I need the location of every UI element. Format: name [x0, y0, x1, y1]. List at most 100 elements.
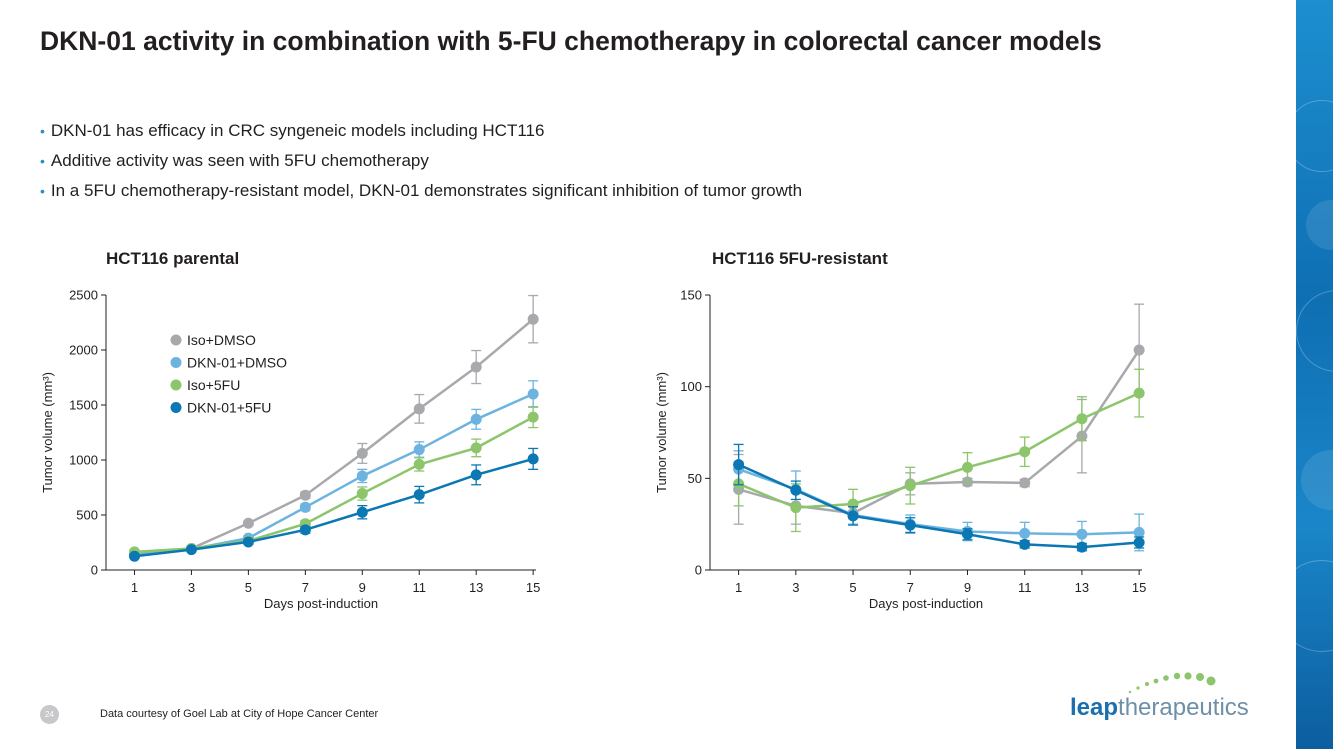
data-point — [413, 403, 425, 415]
y-tick-label: 100 — [680, 379, 702, 394]
series-line — [738, 391, 1140, 509]
y-tick-label: 0 — [695, 563, 702, 578]
y-tick-label: 150 — [680, 288, 702, 303]
data-point — [904, 480, 916, 492]
data-point — [413, 458, 425, 470]
bullet-text: DKN-01 has efficacy in CRC syngeneic mod… — [50, 121, 545, 140]
bullet-list: • DKN-01 has efficacy in CRC syngeneic mo… — [40, 116, 802, 206]
data-point — [1019, 527, 1031, 539]
strip-circle — [1306, 200, 1333, 250]
data-point — [128, 550, 140, 562]
data-point — [527, 313, 539, 325]
data-point — [1076, 528, 1088, 540]
logo-wordmark: leaptherapeutics — [1070, 694, 1249, 722]
bullet-dot-icon: • — [40, 183, 45, 199]
y-tick-label: 500 — [76, 508, 98, 523]
y-axis-label: Tumor volume (mm³) — [40, 372, 55, 493]
legend-marker — [170, 334, 182, 346]
y-tick-label: 0 — [91, 563, 98, 578]
strip-circle — [1301, 450, 1333, 510]
y-tick-label: 2500 — [69, 288, 98, 303]
x-tick-label: 1 — [735, 580, 742, 595]
x-tick-label: 11 — [412, 580, 426, 595]
data-point — [242, 536, 254, 548]
data-point — [413, 489, 425, 501]
data-point — [470, 442, 482, 454]
data-point — [961, 461, 973, 473]
bullet-item: • DKN-01 has efficacy in CRC syngeneic mo… — [40, 116, 802, 146]
decorative-side-strip — [1296, 0, 1333, 749]
data-point — [1019, 538, 1031, 550]
legend-label: Iso+5FU — [187, 377, 240, 393]
x-tick-label: 5 — [245, 580, 252, 595]
series-line — [134, 318, 534, 556]
x-tick-label: 13 — [469, 580, 483, 595]
y-axis-label: Tumor volume (mm³) — [654, 372, 669, 493]
footer-note: Data courtesy of Goel Lab at City of Hop… — [100, 708, 379, 720]
data-point — [1133, 344, 1145, 356]
y-tick-label: 50 — [688, 471, 702, 486]
strip-circle — [1296, 100, 1333, 172]
data-point — [242, 517, 254, 529]
bullet-item: • Additive activity was seen with 5FU che… — [40, 146, 802, 176]
strip-circle — [1296, 290, 1333, 372]
strip-circle — [1296, 560, 1333, 652]
data-point — [470, 413, 482, 425]
data-point — [847, 510, 859, 522]
data-point — [356, 470, 368, 482]
data-point — [1133, 387, 1145, 399]
data-point — [527, 453, 539, 465]
x-tick-label: 7 — [907, 580, 914, 595]
data-point — [904, 519, 916, 531]
y-tick-label: 1000 — [69, 453, 98, 468]
bullet-text: In a 5FU chemotherapy-resistant model, D… — [50, 181, 803, 200]
data-point — [961, 528, 973, 540]
logo-therapeutics-text: therapeutics — [1118, 694, 1249, 721]
data-point — [527, 411, 539, 423]
legend-marker — [170, 357, 182, 368]
bullet-dot-icon: • — [40, 153, 45, 169]
bullet-item: • In a 5FU chemotherapy-resistant model, … — [40, 176, 802, 206]
data-point — [1019, 477, 1031, 489]
data-point — [470, 469, 482, 481]
data-point — [1019, 446, 1031, 458]
x-tick-label: 7 — [302, 580, 309, 595]
bullet-dot-icon: • — [40, 123, 45, 139]
data-point — [299, 501, 311, 513]
x-tick-label: 9 — [964, 580, 971, 595]
data-point — [733, 459, 745, 471]
legend-label: DKN-01+DMSO — [187, 355, 287, 371]
legend-label: DKN-01+5FU — [187, 400, 271, 416]
data-point — [356, 447, 368, 459]
x-tick-label: 9 — [359, 580, 366, 595]
data-point — [790, 484, 802, 496]
x-tick-label: 11 — [1018, 580, 1032, 595]
y-tick-label: 2000 — [69, 343, 98, 358]
y-tick-label: 1500 — [69, 398, 98, 413]
x-tick-label: 1 — [131, 580, 138, 595]
data-point — [1076, 541, 1088, 553]
x-tick-label: 5 — [849, 580, 856, 595]
data-point — [1076, 413, 1088, 425]
bullet-text: Additive activity was seen with 5FU chem… — [50, 151, 429, 170]
data-point — [299, 489, 311, 501]
x-tick-label: 3 — [792, 580, 799, 595]
x-tick-label: 15 — [1132, 580, 1146, 595]
data-point — [470, 361, 482, 373]
logo-leap-text: leap — [1070, 694, 1119, 721]
x-axis-label: Days post-induction — [869, 596, 983, 611]
x-axis-label: Days post-induction — [264, 596, 378, 611]
data-point — [299, 524, 311, 536]
company-logo: leaptherapeutics — [1060, 668, 1260, 728]
logo-dots-icon — [1128, 672, 1216, 694]
data-point — [1133, 526, 1145, 538]
chart-title: HCT116 parental — [106, 249, 239, 268]
data-point — [185, 544, 197, 556]
slide-title: DKN-01 activity in combination with 5-FU… — [40, 26, 1102, 56]
series-line — [738, 463, 1140, 549]
x-tick-label: 3 — [188, 580, 195, 595]
legend-marker — [170, 402, 182, 413]
legend-label: Iso+DMSO — [187, 332, 256, 348]
data-point — [1133, 537, 1145, 548]
